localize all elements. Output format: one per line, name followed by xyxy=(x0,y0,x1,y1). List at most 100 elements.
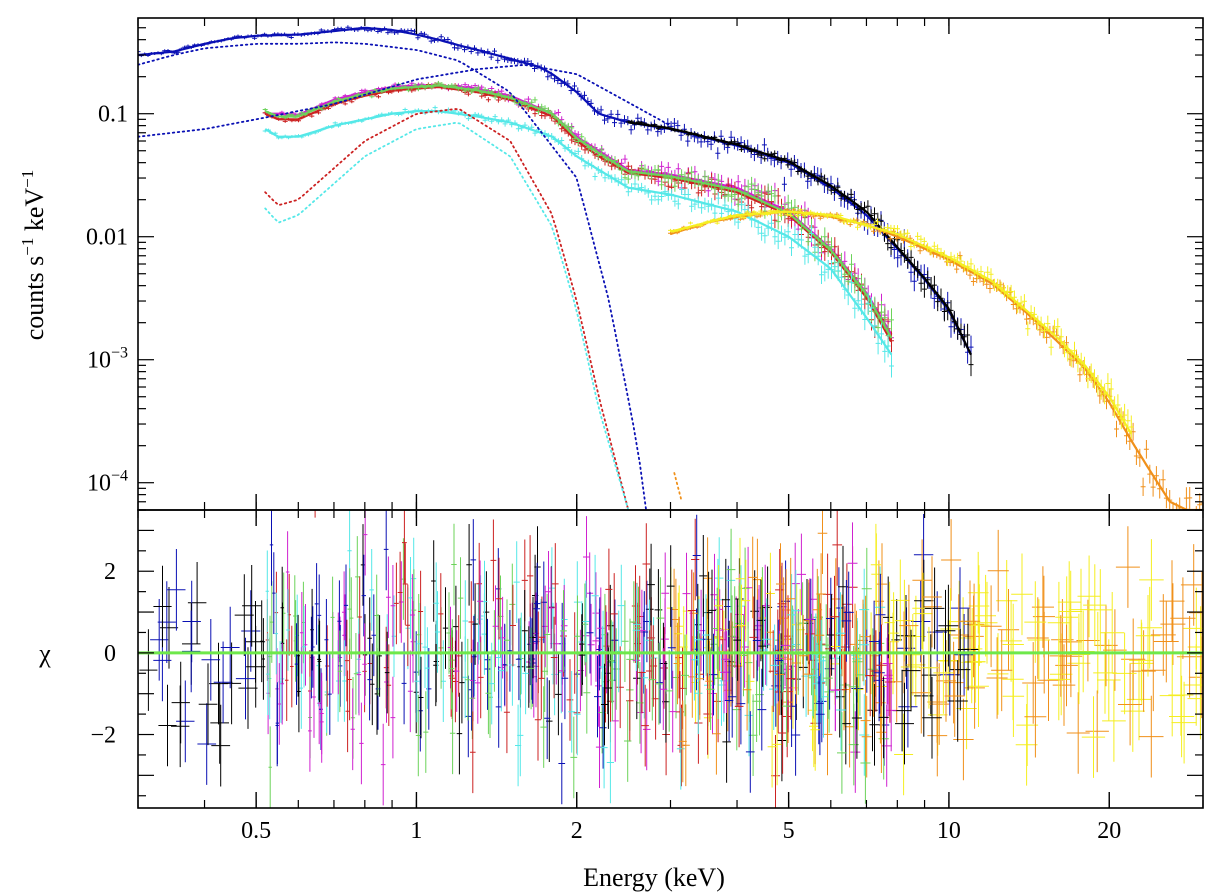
x-tick-label: 5 xyxy=(783,818,795,844)
residual-point xyxy=(533,568,541,650)
yellow-data-point xyxy=(1018,295,1024,310)
residual-point xyxy=(874,631,885,714)
cyan-data-point xyxy=(649,194,655,205)
residual-point xyxy=(363,510,368,576)
green-data-point xyxy=(629,168,635,178)
blue-hard-component-curve xyxy=(138,63,672,138)
residual-point xyxy=(418,656,424,739)
green-data-point xyxy=(569,124,575,132)
residual-point xyxy=(293,575,297,657)
residual-point xyxy=(679,606,688,688)
red-data-point xyxy=(772,212,778,229)
residual-point xyxy=(153,565,172,648)
cyan-data-point xyxy=(805,245,811,264)
residual-point xyxy=(1118,663,1143,746)
residual-point xyxy=(714,637,723,719)
residual-point xyxy=(347,568,352,650)
green-data-point xyxy=(765,183,771,199)
black-data-point xyxy=(772,150,778,157)
residual-point xyxy=(1168,654,1194,736)
residual-point xyxy=(1022,642,1045,724)
blue-data-point xyxy=(598,105,604,115)
residual-point xyxy=(690,618,699,701)
residual-point xyxy=(1085,690,1109,773)
green-data-point xyxy=(682,171,688,183)
residual-point xyxy=(319,668,323,750)
magenta-data-point xyxy=(655,176,661,187)
residual-point xyxy=(272,552,276,634)
residual-point xyxy=(312,656,316,738)
residual-point xyxy=(222,642,242,725)
residual-point xyxy=(1115,526,1140,608)
blue-data-point xyxy=(781,176,787,192)
residual-point xyxy=(632,589,641,671)
residual-point xyxy=(367,638,372,721)
cyan-data-point xyxy=(782,229,788,246)
residual-point xyxy=(201,619,221,701)
ylabel-exp2: −1 xyxy=(18,170,37,188)
residual-point xyxy=(498,629,505,712)
residual-point xyxy=(503,671,510,754)
residual-point xyxy=(914,655,934,737)
residual-point xyxy=(741,559,751,642)
orange-data-point xyxy=(847,222,853,227)
orange-data-point xyxy=(1077,367,1083,382)
residual-point xyxy=(449,692,456,775)
residual-point xyxy=(601,663,609,746)
green-data-point xyxy=(669,172,675,184)
residual-point xyxy=(582,580,590,663)
residual-point xyxy=(374,653,380,735)
cyan-data-point xyxy=(849,272,854,293)
residual-point xyxy=(836,669,846,751)
residual-point xyxy=(324,599,329,681)
green-data-point xyxy=(729,189,735,203)
orange-data-point xyxy=(1143,440,1149,459)
blue-data-point xyxy=(582,91,587,100)
green-data-point xyxy=(735,197,741,212)
green-data-point xyxy=(702,170,708,183)
residual-point xyxy=(268,615,272,698)
residual-point xyxy=(847,522,858,605)
cyan-data-point xyxy=(679,183,685,195)
residual-point xyxy=(1024,675,1047,758)
yellow-data-point xyxy=(988,268,994,281)
residual-point xyxy=(812,568,823,651)
blue-data-point xyxy=(545,73,551,81)
residual-point xyxy=(158,684,177,767)
residual-point xyxy=(451,523,457,606)
residual-point xyxy=(1057,561,1081,643)
residual-point xyxy=(359,702,364,785)
residual-point xyxy=(935,589,956,672)
magenta-data-model xyxy=(265,84,893,336)
yellow-data-point xyxy=(985,266,991,279)
green-data-point xyxy=(319,107,325,111)
residual-point xyxy=(694,599,704,681)
green-data-point xyxy=(299,111,305,115)
residual-point xyxy=(726,528,736,611)
residual-point xyxy=(299,592,304,674)
magenta-data-point xyxy=(659,161,665,172)
residual-point xyxy=(676,707,685,790)
cyan-data-point xyxy=(819,265,824,284)
residual-point xyxy=(1059,570,1083,653)
residual-point xyxy=(491,610,498,692)
magenta-data-point xyxy=(462,82,468,87)
yellow-data-point xyxy=(784,212,790,217)
blue-data-point xyxy=(138,50,141,54)
cyan-data-point xyxy=(515,125,521,132)
residual-point xyxy=(182,610,201,693)
residual-point xyxy=(940,588,961,670)
green-data-point xyxy=(715,173,721,187)
residual-point xyxy=(641,684,649,767)
residual-point xyxy=(220,606,240,689)
red-data-point xyxy=(342,102,348,106)
green-data-point xyxy=(672,180,678,192)
cyan-data-point xyxy=(815,247,821,266)
orange-data-point xyxy=(1181,510,1186,531)
residual-point xyxy=(752,599,762,682)
cyan-data-point xyxy=(592,172,598,181)
residual-point xyxy=(735,582,744,665)
residual-point xyxy=(371,594,376,677)
residual-point xyxy=(832,510,843,586)
